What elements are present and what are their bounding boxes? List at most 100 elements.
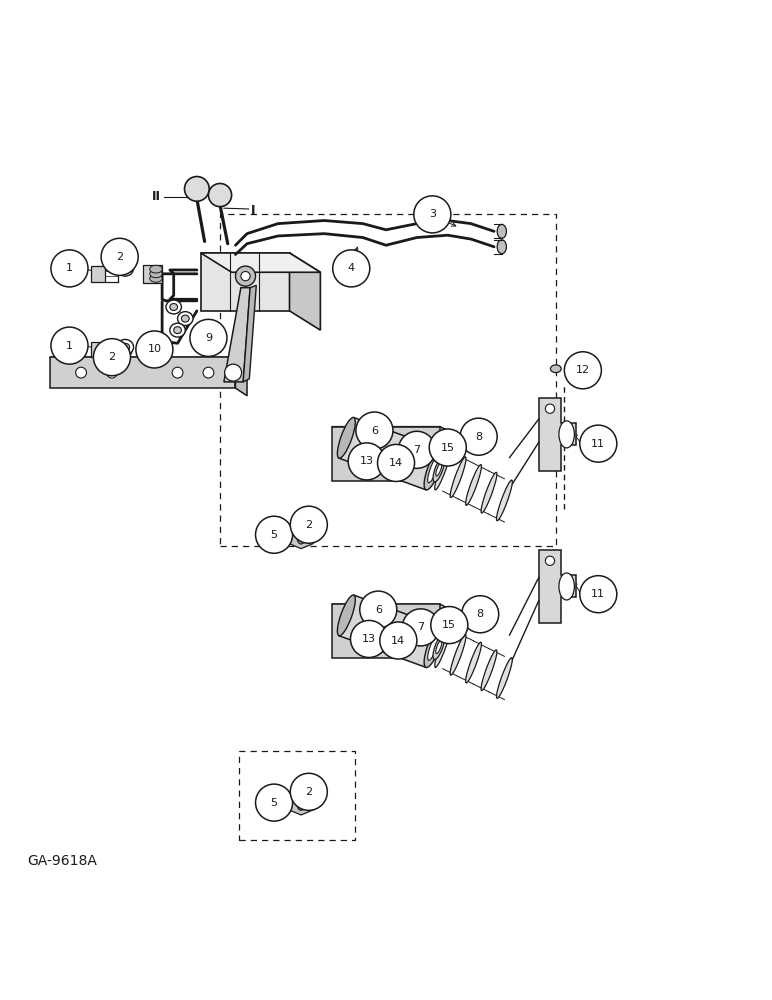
Circle shape bbox=[545, 556, 554, 565]
Text: 6: 6 bbox=[371, 426, 378, 436]
Circle shape bbox=[290, 773, 327, 810]
Circle shape bbox=[203, 367, 214, 378]
Circle shape bbox=[185, 177, 209, 201]
Ellipse shape bbox=[550, 365, 561, 373]
Bar bbox=[143, 334, 162, 353]
Bar bbox=[143, 265, 162, 283]
Circle shape bbox=[431, 607, 468, 644]
Ellipse shape bbox=[170, 304, 178, 310]
Text: 8: 8 bbox=[475, 432, 482, 442]
Ellipse shape bbox=[466, 465, 482, 505]
Text: 5: 5 bbox=[270, 798, 278, 808]
Polygon shape bbox=[332, 604, 440, 658]
Ellipse shape bbox=[310, 524, 323, 534]
Circle shape bbox=[333, 250, 370, 287]
Ellipse shape bbox=[433, 635, 445, 659]
Ellipse shape bbox=[428, 634, 439, 660]
Polygon shape bbox=[201, 253, 290, 311]
Text: 4: 4 bbox=[347, 263, 355, 273]
Circle shape bbox=[429, 429, 466, 466]
Text: 2: 2 bbox=[305, 787, 313, 797]
Polygon shape bbox=[339, 595, 441, 667]
Circle shape bbox=[545, 404, 554, 413]
Ellipse shape bbox=[337, 417, 355, 458]
Ellipse shape bbox=[120, 343, 130, 351]
Text: 15: 15 bbox=[441, 443, 455, 453]
Circle shape bbox=[51, 250, 88, 287]
Ellipse shape bbox=[150, 270, 162, 278]
Circle shape bbox=[136, 331, 173, 368]
Ellipse shape bbox=[120, 265, 130, 272]
Polygon shape bbox=[289, 795, 313, 815]
Ellipse shape bbox=[150, 335, 162, 343]
Polygon shape bbox=[539, 398, 576, 471]
Text: 2: 2 bbox=[108, 352, 116, 362]
Polygon shape bbox=[235, 357, 247, 396]
Text: 1: 1 bbox=[66, 263, 73, 273]
Ellipse shape bbox=[436, 463, 442, 476]
Bar bbox=[91, 266, 105, 282]
Ellipse shape bbox=[313, 793, 320, 798]
Ellipse shape bbox=[170, 323, 185, 337]
Ellipse shape bbox=[150, 344, 162, 352]
Ellipse shape bbox=[435, 627, 451, 667]
Text: 12: 12 bbox=[576, 365, 590, 375]
Circle shape bbox=[462, 596, 499, 633]
Polygon shape bbox=[243, 285, 256, 382]
Polygon shape bbox=[289, 529, 313, 549]
Polygon shape bbox=[332, 604, 463, 616]
Text: 14: 14 bbox=[389, 458, 403, 468]
Text: 7: 7 bbox=[417, 622, 425, 632]
Circle shape bbox=[460, 418, 497, 455]
Ellipse shape bbox=[150, 339, 162, 347]
Ellipse shape bbox=[313, 527, 320, 532]
Ellipse shape bbox=[433, 457, 445, 482]
Ellipse shape bbox=[297, 800, 305, 810]
Circle shape bbox=[564, 352, 601, 389]
Circle shape bbox=[235, 266, 256, 286]
Ellipse shape bbox=[117, 261, 134, 276]
Polygon shape bbox=[224, 288, 250, 382]
Ellipse shape bbox=[436, 641, 442, 654]
Ellipse shape bbox=[496, 480, 513, 521]
Text: 2: 2 bbox=[116, 252, 124, 262]
Ellipse shape bbox=[559, 421, 574, 448]
Circle shape bbox=[172, 367, 183, 378]
Circle shape bbox=[580, 576, 617, 613]
Text: 2: 2 bbox=[305, 520, 313, 530]
Text: 11: 11 bbox=[591, 439, 605, 449]
Ellipse shape bbox=[435, 449, 451, 490]
Polygon shape bbox=[339, 418, 441, 490]
Circle shape bbox=[107, 367, 117, 378]
Circle shape bbox=[93, 339, 130, 376]
Circle shape bbox=[402, 609, 439, 646]
Ellipse shape bbox=[178, 312, 193, 326]
Text: GA-9618A: GA-9618A bbox=[27, 854, 97, 868]
Circle shape bbox=[378, 444, 415, 481]
Text: II: II bbox=[151, 190, 161, 203]
Ellipse shape bbox=[497, 224, 506, 238]
Text: 14: 14 bbox=[391, 636, 405, 646]
Ellipse shape bbox=[150, 275, 162, 282]
Circle shape bbox=[256, 784, 293, 821]
Circle shape bbox=[348, 443, 385, 480]
Ellipse shape bbox=[497, 240, 506, 254]
Ellipse shape bbox=[496, 658, 513, 698]
Circle shape bbox=[398, 431, 435, 468]
Text: 11: 11 bbox=[591, 589, 605, 599]
Ellipse shape bbox=[424, 449, 442, 490]
Circle shape bbox=[380, 622, 417, 659]
Circle shape bbox=[256, 516, 293, 553]
Ellipse shape bbox=[424, 627, 442, 667]
Text: 1: 1 bbox=[66, 341, 73, 351]
Ellipse shape bbox=[174, 327, 181, 334]
Circle shape bbox=[360, 591, 397, 628]
Circle shape bbox=[190, 319, 227, 356]
Ellipse shape bbox=[337, 595, 355, 636]
Text: 9: 9 bbox=[205, 333, 212, 343]
Text: I: I bbox=[251, 204, 256, 217]
Circle shape bbox=[225, 364, 242, 381]
Ellipse shape bbox=[466, 642, 482, 683]
Polygon shape bbox=[50, 357, 235, 388]
Text: 7: 7 bbox=[413, 445, 421, 455]
